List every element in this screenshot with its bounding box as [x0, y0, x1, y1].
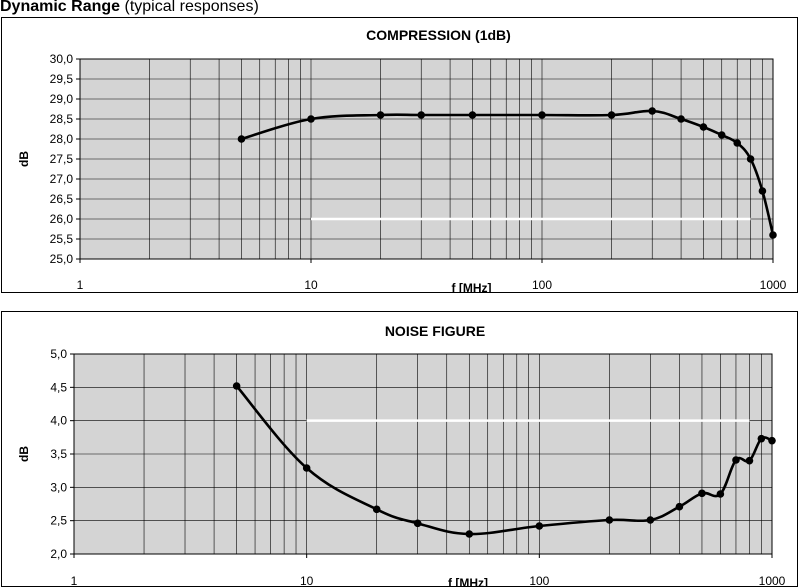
data-point	[675, 502, 684, 511]
page-title-bold: Dynamic Range	[0, 0, 121, 15]
data-point	[307, 115, 315, 123]
data-point	[646, 516, 655, 524]
y-tick-label: 4,0	[50, 414, 67, 428]
data-point	[769, 231, 777, 239]
y-tick-label: 30,0	[50, 52, 74, 66]
chart-title: NOISE FIGURE	[385, 323, 485, 339]
data-point	[698, 489, 706, 498]
series-line	[241, 109, 775, 236]
x-tick-label: 1	[77, 278, 84, 292]
data-point	[699, 123, 708, 131]
y-tick-label: 3,5	[50, 447, 67, 461]
y-tick-label: 28,0	[50, 132, 74, 146]
y-tick-label: 25,0	[50, 252, 74, 266]
y-axis-label: dB	[17, 446, 31, 462]
x-tick-label: 1	[71, 574, 78, 586]
page-title: Dynamic Range (typical responses)	[0, 0, 259, 16]
noise-figure-chart: 2,0 2,5 3,0 3,5 4,0 4,5 5,0 1 10 100 1000 NOISE FIG…	[17, 323, 786, 586]
x-tick-label: 1000	[760, 278, 787, 292]
data-point	[535, 522, 544, 530]
data-point	[677, 115, 685, 123]
compression-chart-panel: 25,0 25,5 26,0 26,5 27,0 27,5 28,0 28,5 29,0 29,5…	[1, 17, 798, 293]
y-tick-label: 28,5	[50, 112, 74, 126]
data-point	[605, 516, 614, 524]
data-point	[468, 111, 477, 119]
data-point	[237, 135, 246, 143]
data-point	[746, 155, 755, 163]
data-point	[376, 111, 385, 119]
noise-figure-chart-panel: 2,0 2,5 3,0 3,5 4,0 4,5 5,0 1 10 100 1000 NOISE FIG…	[1, 311, 798, 587]
data-point	[745, 456, 754, 465]
data-point	[538, 111, 546, 119]
x-tick-label: 10	[304, 278, 318, 292]
y-tick-label: 3,0	[50, 480, 67, 494]
y-tick-label: 26,0	[50, 212, 74, 226]
data-point	[302, 464, 311, 472]
data-point	[232, 382, 241, 390]
grid	[80, 58, 773, 260]
x-axis-label: f [MHz]	[452, 281, 492, 292]
y-tick-label: 25,5	[50, 232, 74, 246]
data-point	[607, 111, 616, 119]
data-point	[758, 187, 767, 195]
x-tick-label: 1000	[759, 574, 786, 586]
y-tick-label: 2,0	[50, 547, 67, 561]
y-tick-label: 29,5	[50, 72, 74, 86]
data-point	[768, 436, 776, 445]
data-point	[648, 107, 657, 115]
data-point	[465, 530, 474, 538]
data-point	[717, 131, 726, 139]
data-point	[732, 456, 740, 464]
data-point	[733, 139, 742, 147]
y-tick-label: 27,5	[50, 152, 74, 166]
y-tick-label: 2,5	[50, 514, 67, 528]
y-tick-label: 5,0	[50, 347, 67, 361]
x-tick-label: 100	[529, 574, 549, 586]
y-tick-label: 27,0	[50, 172, 74, 186]
y-tick-label: 26,5	[50, 192, 74, 206]
x-tick-label: 100	[532, 278, 552, 292]
data-point	[716, 490, 725, 498]
data-point	[372, 505, 381, 514]
y-axis-label: dB	[17, 151, 31, 167]
y-tick-label: 4,5	[50, 380, 67, 394]
data-point	[413, 519, 422, 528]
page-title-subtitle: (typical responses)	[124, 0, 259, 15]
x-axis-label: f [MHz]	[448, 576, 488, 586]
data-point	[417, 111, 426, 119]
data-point	[757, 434, 766, 443]
y-tick-label: 29,0	[50, 92, 74, 106]
compression-chart: 25,0 25,5 26,0 26,5 27,0 27,5 28,0 28,5 29,0 29,5…	[17, 27, 787, 292]
chart-title: COMPRESSION (1dB)	[366, 27, 511, 43]
x-tick-label: 10	[300, 574, 314, 586]
